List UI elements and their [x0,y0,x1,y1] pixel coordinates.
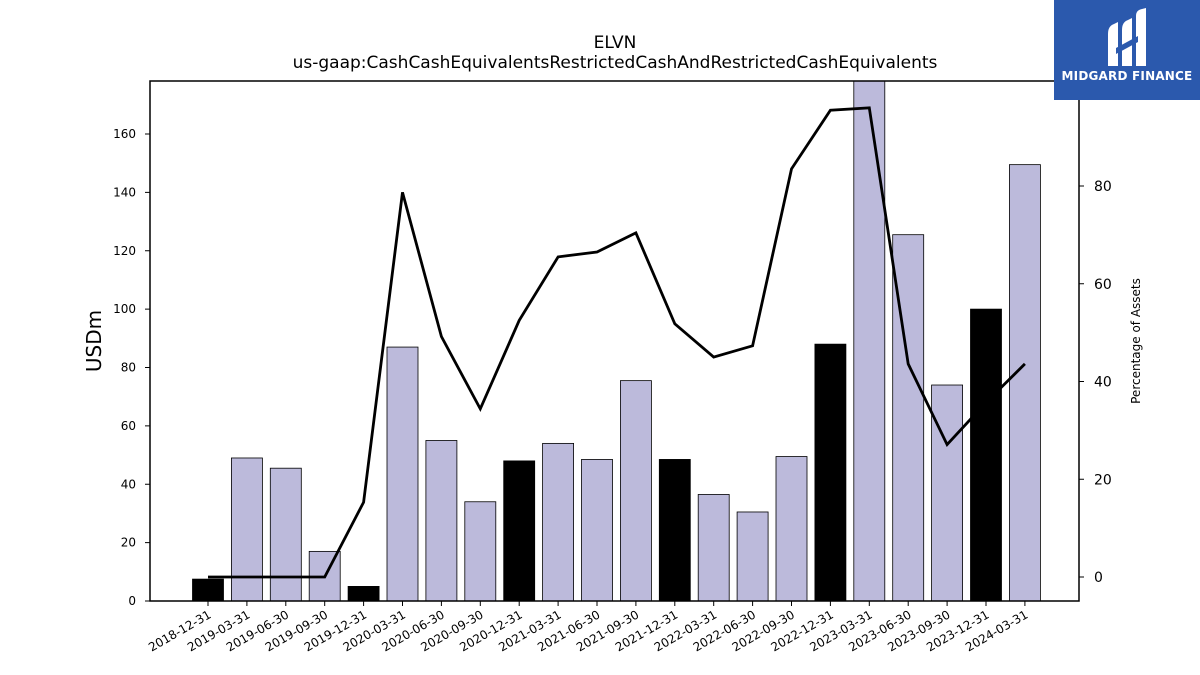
y2-axis-label: Percentage of Assets [1129,278,1143,404]
chart-title: ELVN [594,33,637,53]
y-tick-label: 160 [113,127,136,141]
bar-2021-12-31 [658,459,691,602]
y-tick-label: 140 [113,185,136,199]
y-tick-label: 20 [121,536,136,550]
bar-2019-12-31 [347,586,380,602]
y-axis-ticks: 0 20 40 60 80 100 120 140 160 [113,127,150,608]
y-tick-label: 40 [121,477,136,491]
y2-axis-ticks: 0 20 40 60 80 [1079,179,1112,586]
y-tick-label: 100 [113,302,136,316]
x-axis-ticks: 2018-12-312019-03-312019-06-302019-09-30… [146,601,1030,654]
bar-2020-06-30 [425,440,458,602]
logo-text: MIDGARD FINANCE [1061,69,1193,83]
bar-2018-12-31 [192,578,224,602]
line-group [208,106,1026,579]
bars-group [192,80,1041,602]
y-tick-label: 60 [121,419,136,433]
bar-2022-09-30 [775,456,808,602]
chart-subtitle: us-gaap:CashCashEquivalentsRestrictedCas… [293,53,938,73]
bar-2022-12-31 [814,343,847,602]
bar-2020-03-31 [386,346,419,602]
bar-2022-06-30 [736,511,769,602]
bar-2020-09-30 [464,501,497,602]
y-tick-label: 0 [128,594,136,608]
bar-2023-03-31 [853,80,886,602]
plot-frame [149,80,1080,602]
y-tick-label: 80 [121,361,136,375]
percentage-line [208,106,1026,579]
bar-2019-03-31 [230,457,263,602]
bar-2021-03-31 [542,442,574,602]
bar-2021-09-30 [620,380,652,602]
bar-2024-03-31 [1009,164,1041,602]
bar-2019-06-30 [269,467,302,602]
bar-2023-09-30 [931,384,963,602]
y2-tick-label: 40 [1094,375,1112,391]
bar-2022-03-31 [697,494,730,602]
bar-2020-12-31 [503,460,536,602]
bar-2021-06-30 [581,459,613,602]
y-axis-label: USDm [82,310,106,372]
logo-mark-icon [1108,8,1146,66]
midgard-finance-logo: MIDGARD FINANCE [1054,0,1200,100]
y2-tick-label: 60 [1094,277,1112,293]
y2-tick-label: 80 [1094,179,1112,195]
bar-2023-12-31 [970,308,1002,602]
y-tick-label: 120 [113,244,136,258]
y2-tick-label: 0 [1094,570,1103,586]
y2-tick-label: 20 [1094,472,1112,488]
